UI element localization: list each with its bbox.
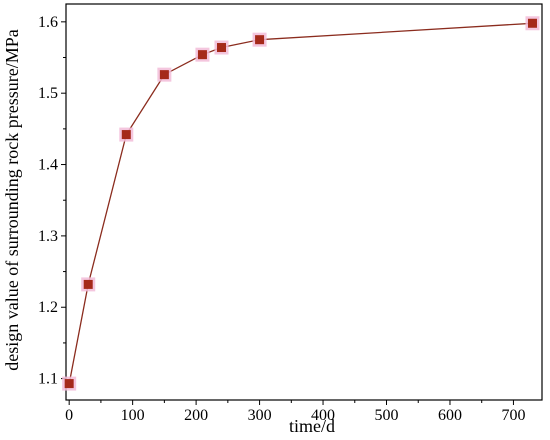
data-point bbox=[216, 43, 226, 53]
x-tick-label: 300 bbox=[248, 407, 272, 424]
data-point bbox=[255, 35, 265, 45]
y-axis-ticks: 1.1 1.2 1.3 1.4 1.5 1.6 bbox=[38, 14, 66, 388]
data-point bbox=[121, 130, 131, 140]
y-tick-label: 1.1 bbox=[38, 371, 58, 388]
data-point bbox=[197, 50, 207, 60]
series-layer bbox=[62, 16, 540, 391]
y-tick-label: 1.5 bbox=[38, 85, 58, 102]
x-tick-label: 600 bbox=[438, 407, 462, 424]
series-line bbox=[68, 22, 533, 384]
x-tick-label: 0 bbox=[65, 407, 73, 424]
x-tick-label: 700 bbox=[501, 407, 525, 424]
data-point bbox=[527, 18, 537, 28]
x-tick-label: 100 bbox=[121, 407, 145, 424]
plot-frame bbox=[65, 3, 543, 401]
x-tick-label: 200 bbox=[184, 407, 208, 424]
y-tick-label: 1.6 bbox=[38, 14, 58, 31]
y-tick-label: 1.4 bbox=[38, 157, 58, 174]
x-tick-label: 500 bbox=[375, 407, 399, 424]
y-axis-label: design value of surrounding rock pressur… bbox=[2, 29, 22, 370]
data-point bbox=[83, 279, 93, 289]
x-tick-label: 400 bbox=[311, 407, 335, 424]
data-point bbox=[159, 70, 169, 80]
plot-border bbox=[65, 3, 543, 401]
x-axis-label: time/d bbox=[289, 416, 335, 436]
x-axis-ticks: 0 100 200 300 400 500 600 700 bbox=[65, 400, 525, 424]
y-tick-label: 1.3 bbox=[38, 228, 58, 245]
data-point bbox=[64, 379, 74, 389]
y-tick-label: 1.2 bbox=[38, 299, 58, 316]
